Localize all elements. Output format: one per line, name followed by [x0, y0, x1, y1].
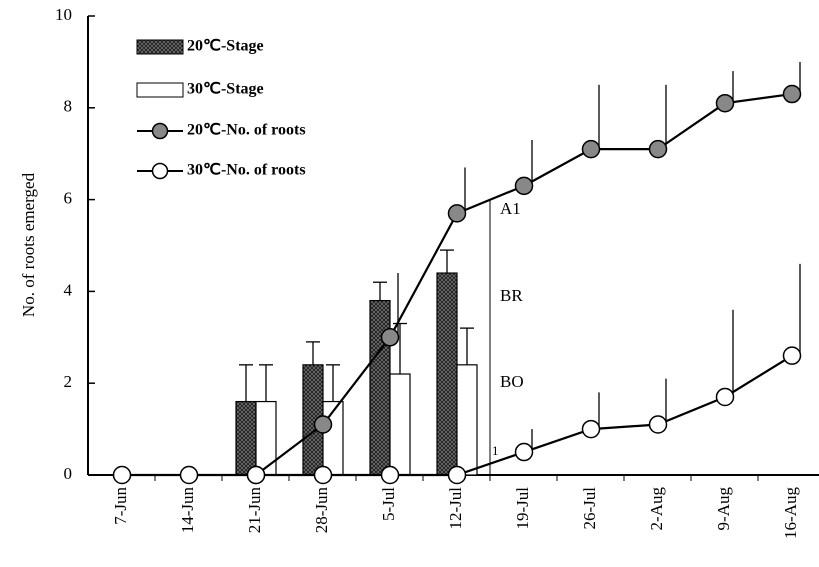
x-tick-label: 5-Jul — [379, 487, 398, 521]
bar — [235, 400, 257, 476]
marker — [447, 204, 467, 223]
legend-swatch — [151, 162, 169, 180]
marker — [380, 465, 400, 485]
legend-label: 30℃-Stage — [187, 81, 264, 98]
x-tick-label: 9-Aug — [714, 487, 733, 531]
annotation: BR — [500, 286, 523, 305]
marker — [514, 442, 534, 462]
x-tick-label: 26-Jul — [580, 487, 599, 530]
marker — [179, 465, 199, 485]
legend-swatch — [136, 39, 184, 55]
marker — [648, 139, 668, 159]
annotation: BO — [500, 372, 524, 391]
x-tick-label: 28-Jun — [312, 487, 331, 534]
marker — [380, 328, 400, 347]
x-tick-label: 12-Jul — [446, 487, 465, 530]
marker — [313, 415, 333, 434]
legend-label: 30℃-No. of roots — [187, 162, 306, 179]
annotation: A1 — [500, 199, 521, 218]
x-tick-label: 14-Jun — [178, 487, 197, 534]
x-tick-label: 19-Jul — [513, 487, 532, 530]
x-tick-label: 21-Jun — [245, 487, 264, 534]
bar — [456, 364, 478, 476]
legend-label: 20℃-Stage — [187, 38, 264, 55]
marker — [648, 415, 668, 434]
marker — [581, 419, 601, 439]
marker — [246, 465, 266, 485]
x-tick-label: 2-Aug — [647, 487, 666, 531]
y-tick-label: 8 — [64, 97, 73, 116]
marker — [313, 465, 333, 485]
marker — [447, 465, 467, 485]
bar — [436, 272, 458, 476]
marker — [112, 465, 132, 485]
legend-swatch — [136, 82, 184, 98]
y-tick-label: 6 — [64, 189, 73, 208]
y-tick-label: 0 — [64, 464, 73, 483]
bar — [389, 373, 411, 476]
marker — [782, 84, 802, 104]
bar — [255, 400, 277, 476]
legend-swatch — [151, 122, 169, 140]
marker — [782, 346, 802, 365]
x-tick-label: 16-Aug — [781, 487, 800, 539]
marker — [715, 93, 735, 113]
y-tick-label: 10 — [55, 5, 72, 24]
y-tick-label: 2 — [64, 372, 73, 391]
annotation: 1 — [492, 443, 499, 458]
y-tick-label: 4 — [64, 280, 73, 299]
marker — [715, 387, 735, 407]
y-axis-label: No. of roots emerged — [19, 172, 38, 317]
marker — [514, 176, 534, 196]
bar — [369, 299, 391, 476]
x-tick-label: 7-Jun — [111, 487, 130, 525]
marker — [581, 139, 601, 159]
legend-label: 20℃-No. of roots — [187, 122, 306, 139]
